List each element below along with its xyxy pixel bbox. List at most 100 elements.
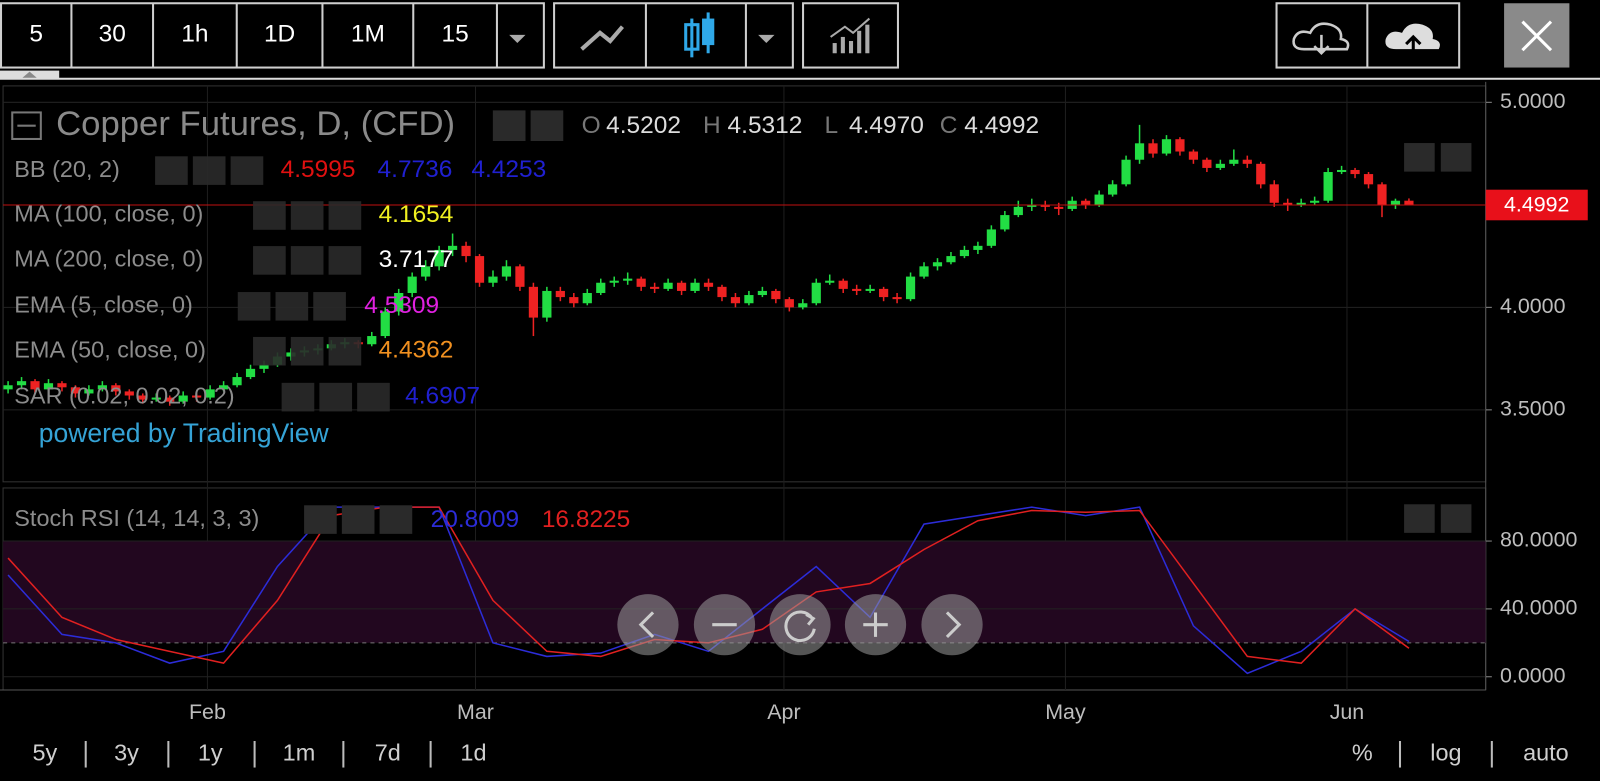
candle-body [138,395,148,400]
interval-button[interactable]: 1D [264,20,295,47]
stoch-line [7,506,1410,675]
y-tick-label: 80.0000 [1500,528,1577,552]
chart-type-dropdown[interactable] [758,34,775,44]
candle-body [663,282,673,289]
remove-icon[interactable] [230,156,264,185]
nav-button[interactable] [617,594,679,656]
remove-icon[interactable] [379,505,413,534]
candle-body [542,290,552,318]
remove-icon[interactable] [328,246,362,275]
settings-icon[interactable] [341,505,375,534]
eye-icon[interactable] [155,156,188,185]
x-tick-label: May [1045,700,1086,724]
grid-layer: 5.0000 4.0000 3.5000 Feb Mar Apr May Jun [3,85,1566,724]
indicator-value: 4.7736 [378,156,453,183]
eye-icon[interactable] [492,110,526,142]
candle-body [205,389,215,398]
candle-body [744,295,754,304]
candle-body [501,266,512,277]
pane-maximize-button[interactable] [1440,143,1472,172]
navigation-buttons [617,594,983,656]
interval-button[interactable]: 30 [99,20,126,47]
candle-body [259,364,269,369]
range-button[interactable]: 3y [114,739,139,765]
candle-body [394,292,404,312]
eye-icon[interactable] [253,246,286,275]
eye-icon[interactable] [304,505,337,534]
candle-body [1134,143,1145,160]
candle-body [1081,200,1091,205]
candle-body [811,282,821,304]
indicator-name: SAR (0.02, 0.02, 0.2) [14,382,234,408]
indicator-value: 4.1654 [379,201,454,228]
scale-button[interactable]: log [1430,739,1461,765]
x-tick-label: Feb [189,700,226,724]
eye-icon[interactable] [281,382,315,412]
remove-icon[interactable] [357,382,390,412]
scale-button[interactable]: auto [1523,739,1569,765]
range-button[interactable]: 1d [460,739,486,765]
nav-icon [638,611,655,639]
range-button[interactable]: 5y [33,739,58,765]
last-price-badge [1485,189,1588,221]
range-button[interactable]: 1m [283,739,316,765]
line-chart-icon[interactable] [580,25,624,51]
indicator-value: 4.4362 [379,337,454,364]
eye-icon[interactable] [253,201,286,230]
pane-maximize-button[interactable] [1440,504,1472,533]
pane-down-button[interactable] [1404,143,1435,172]
settings-icon[interactable] [290,336,324,366]
candle-body [959,249,970,257]
candle-body [1175,139,1185,152]
indicator-name: EMA (50, close, 0) [14,336,206,362]
close-button[interactable] [1504,3,1570,68]
candle-body [555,290,565,298]
range-button[interactable]: 1y [198,739,223,765]
remove-icon[interactable] [328,201,362,230]
candle-chart-icon[interactable] [684,12,715,58]
indicators-icon[interactable] [830,17,871,54]
candle-body [1215,163,1225,168]
settings-icon[interactable] [290,246,324,275]
interval-button[interactable]: 1M [351,20,385,47]
candle-body [1377,184,1387,205]
range-button[interactable]: 7d [375,739,401,765]
cloud-download[interactable] [1292,22,1350,51]
ohlc-key: C [940,112,958,139]
candle-body [1108,184,1118,195]
candle-layer: 4.4992 [3,124,1588,406]
stoch-d-value: 16.8225 [542,506,630,533]
eye-icon[interactable] [253,336,286,366]
pane-up-button[interactable] [1404,504,1435,533]
settings-icon[interactable] [530,110,564,142]
interval-button[interactable]: 1h [181,20,208,47]
remove-icon[interactable] [313,292,346,321]
settings-icon[interactable] [192,156,226,185]
nav-button[interactable] [921,594,983,656]
stoch-title: Stoch RSI (14, 14, 3, 3) [14,505,259,531]
indicator-value: 4.6907 [405,383,480,410]
cloud-toolbar [1275,2,1461,69]
candle-body [380,311,390,337]
candle-body [879,288,889,298]
eye-icon[interactable] [237,292,271,321]
settings-icon[interactable] [275,292,309,321]
download-arrow [1313,34,1330,56]
candle-body [1350,169,1360,175]
interval-dropdown[interactable] [509,34,526,44]
candle-body [1094,194,1104,205]
candle-body [1296,202,1306,205]
interval-button[interactable]: 15 [441,20,468,47]
interval-button[interactable]: 5 [29,20,43,47]
overlay-layer: Copper Futures, D, (CFD) O 4.5202 H 4.5312 L… [11,105,1039,448]
candle-body [1161,139,1172,154]
collapse-icon[interactable] [11,111,42,140]
remove-icon[interactable] [328,336,362,366]
settings-icon[interactable] [319,382,353,412]
candle-body [1310,200,1320,203]
nav-button[interactable] [769,594,831,656]
scale-button[interactable]: % [1352,739,1373,765]
candle-body [1256,163,1266,185]
settings-icon[interactable] [290,201,324,230]
chart-type-toolbar [553,2,899,69]
